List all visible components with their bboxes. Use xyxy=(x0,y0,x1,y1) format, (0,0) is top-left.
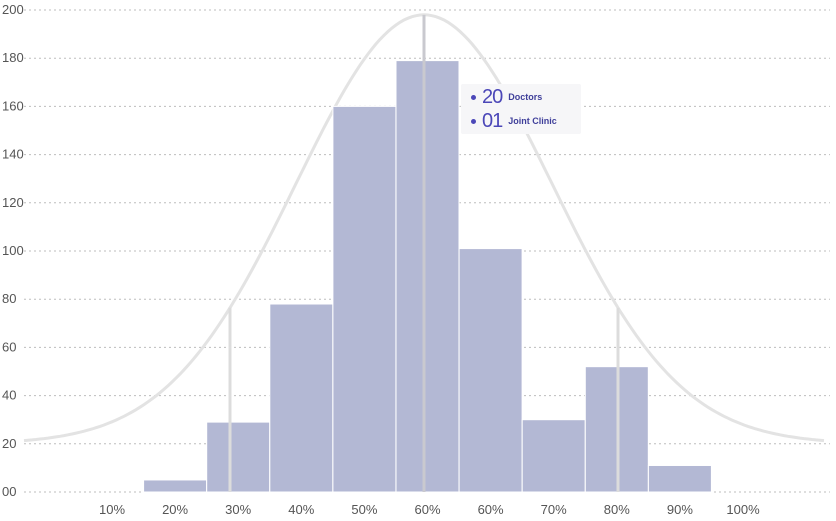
tooltip-value-joint-clinic: 01 xyxy=(482,110,503,132)
x-tick-label: 80% xyxy=(604,502,630,517)
x-tick-label: 90% xyxy=(667,502,693,517)
bar xyxy=(458,248,523,493)
bar xyxy=(332,105,397,493)
x-tick-label: 40% xyxy=(288,502,314,517)
y-tick-label: 00 xyxy=(2,484,16,499)
y-tick-label: 20 xyxy=(2,436,16,451)
bar xyxy=(647,464,712,493)
bar xyxy=(521,419,586,493)
x-tick-label: 70% xyxy=(541,502,567,517)
tooltip-label-doctors: Doctors xyxy=(508,92,543,102)
x-tick-label: 60% xyxy=(414,502,440,517)
bars xyxy=(143,60,712,493)
y-tick-label: 60 xyxy=(2,339,16,354)
bar xyxy=(143,479,208,493)
distribution-curve-layer xyxy=(23,13,825,443)
y-tick-label: 140 xyxy=(2,147,24,162)
tooltip-row-joint-clinic: 01 Joint Clinic xyxy=(471,109,581,133)
tooltip-value-doctors: 20 xyxy=(482,86,503,108)
y-tick-label: 40 xyxy=(2,388,16,403)
distribution-curve xyxy=(23,13,825,443)
y-tick-label: 180 xyxy=(2,50,24,65)
bullet-icon xyxy=(471,94,476,100)
x-tick-label: 20% xyxy=(162,502,188,517)
y-tick-label: 120 xyxy=(2,195,24,210)
y-tick-label: 160 xyxy=(2,98,24,113)
x-tick-label: 10% xyxy=(99,502,125,517)
y-tick-label: 80 xyxy=(2,291,16,306)
tooltip-row-doctors: 20 Doctors xyxy=(471,85,581,109)
y-axis-ticks: 00 20 40 60 80 100 120 140 160 180 200 xyxy=(2,2,24,499)
x-tick-label: 60% xyxy=(478,502,504,517)
y-tick-label: 100 xyxy=(2,243,24,258)
bar xyxy=(269,303,334,493)
x-tick-label: 100% xyxy=(726,502,760,517)
curve-markers xyxy=(228,14,620,492)
bar xyxy=(206,421,271,493)
data-tooltip: 20 Doctors 01 Joint Clinic xyxy=(461,84,581,134)
bullet-icon xyxy=(471,118,476,124)
x-axis-ticks: 10% 20% 30% 40% 50% 60% 60% 70% 80% 90% 100% xyxy=(99,502,760,517)
bar xyxy=(395,60,460,493)
y-tick-label: 200 xyxy=(2,2,24,17)
x-tick-label: 30% xyxy=(225,502,251,517)
x-tick-label: 50% xyxy=(351,502,377,517)
tooltip-label-joint-clinic: Joint Clinic xyxy=(508,116,557,126)
